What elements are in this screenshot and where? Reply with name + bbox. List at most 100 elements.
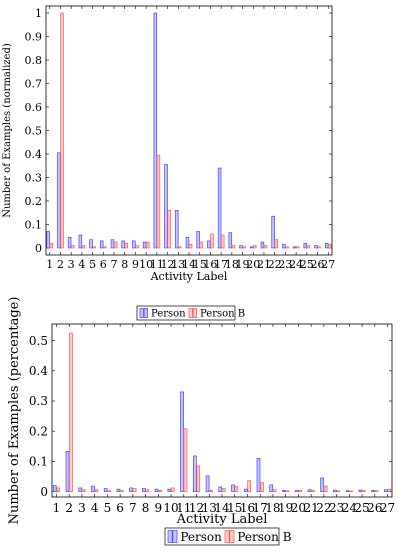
x-tick-label: 1 (53, 501, 61, 515)
bar-person-a (269, 484, 274, 492)
y-tick-label: 0.2 (29, 424, 48, 438)
bar-person-b (210, 233, 214, 249)
bar-person-a (239, 245, 243, 249)
bar-person-b (145, 241, 150, 249)
bar-person-b (242, 246, 246, 249)
bar-person-b (178, 246, 182, 249)
x-tick-label: 11 (176, 501, 191, 515)
bar-person-b (119, 490, 124, 492)
x-tick-label: 9 (132, 258, 139, 271)
x-tick-label: 24 (289, 258, 303, 271)
bar-person-b (70, 245, 75, 249)
bar-person-b (135, 245, 139, 249)
bar-person-a (153, 12, 158, 249)
bar-person-b (317, 246, 321, 249)
bar-person-b (60, 12, 64, 249)
y-tick-label: 0.9 (25, 30, 43, 43)
bar-person-a (110, 239, 115, 249)
x-axis-label: Activity Label (150, 270, 228, 283)
bar-person-a (142, 241, 147, 249)
bar-person-a (89, 239, 93, 249)
x-tick-label: 15 (227, 501, 242, 515)
bar-person-b (234, 486, 239, 492)
y-tick-label: 0.2 (25, 195, 43, 208)
bar-person-a (192, 455, 197, 492)
bar-person-b (310, 490, 315, 492)
x-tick-label: 21 (257, 258, 271, 271)
bar-person-a (231, 484, 235, 492)
bar-person-b (387, 488, 392, 492)
bar-person-a (282, 490, 286, 492)
bar-person-a (294, 490, 299, 492)
x-tick-label: 5 (89, 258, 96, 271)
legend-label-person-b: Person B (200, 309, 245, 320)
x-tick-label: 21 (303, 501, 318, 515)
bar-person-b (188, 244, 193, 249)
bar-person-a (282, 244, 286, 249)
bar-person-a (333, 489, 337, 492)
bar-person-a (324, 242, 329, 249)
x-axis-label: Activity Label (176, 512, 268, 527)
bar-person-a (345, 490, 350, 492)
y-tick-label: 0.8 (25, 54, 43, 67)
bar-person-b (124, 242, 129, 249)
plot-frame (45, 5, 333, 256)
bar-person-b (158, 490, 162, 492)
legend-swatch-person-a (167, 530, 173, 543)
x-tick-label: 1 (46, 258, 53, 271)
bar-person-a (371, 490, 375, 492)
x-tick-label: 4 (91, 501, 99, 515)
x-tick-label: 9 (155, 501, 163, 515)
bar-person-b (69, 332, 73, 492)
legend-label-person-a: Person A (180, 530, 234, 544)
y-tick-label: 0.5 (29, 334, 48, 348)
bar-person-b (263, 245, 268, 249)
x-tick-label: 19 (236, 258, 250, 271)
x-tick-label: 2 (65, 501, 73, 515)
bar-person-a (65, 451, 70, 492)
chart-panel-2: 00.10.20.30.40.51 2 3 4 5 6 7 8 9 101112131415161… (7, 297, 395, 546)
x-tick-label: 18 (265, 501, 280, 515)
legend-swatch-person-b (188, 308, 193, 318)
legend-swatch-person-b (224, 530, 230, 543)
x-tick-label: 20 (246, 258, 260, 271)
legend-swatch-person-a-b (143, 308, 148, 318)
y-axis-label: Number of Examples (normalized) (2, 43, 13, 218)
legend: Person A Person B (164, 527, 292, 546)
legend-label-person-b: Person B (237, 530, 291, 544)
x-tick-label: 17 (253, 501, 268, 515)
bar-person-b (107, 490, 111, 492)
bar-person-a (91, 485, 95, 492)
bar-person-b (56, 487, 61, 492)
bar-person-b (306, 245, 311, 249)
bar-person-b (94, 489, 99, 492)
bar-person-b (298, 490, 302, 492)
x-tick-label: 3 (68, 258, 75, 271)
x-tick-label: 23 (329, 501, 344, 515)
bar-person-b (199, 241, 204, 249)
bar-person-a (307, 489, 312, 492)
bar-person-a (154, 488, 159, 492)
x-tick-label: 16 (240, 501, 255, 515)
y-tick-label: 0.4 (29, 364, 48, 378)
x-tick-label: 27 (380, 501, 395, 515)
x-tick-label: 2 (57, 258, 64, 271)
bar-person-b (81, 489, 86, 492)
bar-person-b (196, 465, 201, 492)
bar-person-a (249, 246, 254, 249)
x-tick-label: 14 (182, 258, 196, 271)
x-tick-label: 24 (342, 501, 358, 515)
bar-person-a (303, 242, 308, 249)
legend-label-person-a: Person A (151, 309, 197, 320)
x-tick-label: 7 (129, 501, 137, 515)
bar-person-b (92, 246, 96, 249)
x-tick-label: 10 (139, 258, 153, 271)
x-tick-label: 22 (316, 501, 331, 515)
bar-person-a (320, 477, 325, 492)
x-tick-label: 20 (291, 501, 306, 515)
bar-person-a (46, 231, 50, 249)
x-tick-label: 15 (193, 258, 207, 271)
bar-person-a (164, 164, 168, 249)
bar-person-a (57, 152, 61, 249)
